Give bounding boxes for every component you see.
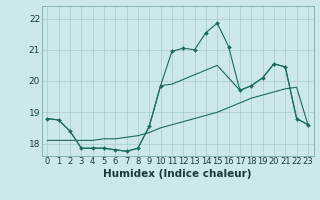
X-axis label: Humidex (Indice chaleur): Humidex (Indice chaleur): [103, 169, 252, 179]
